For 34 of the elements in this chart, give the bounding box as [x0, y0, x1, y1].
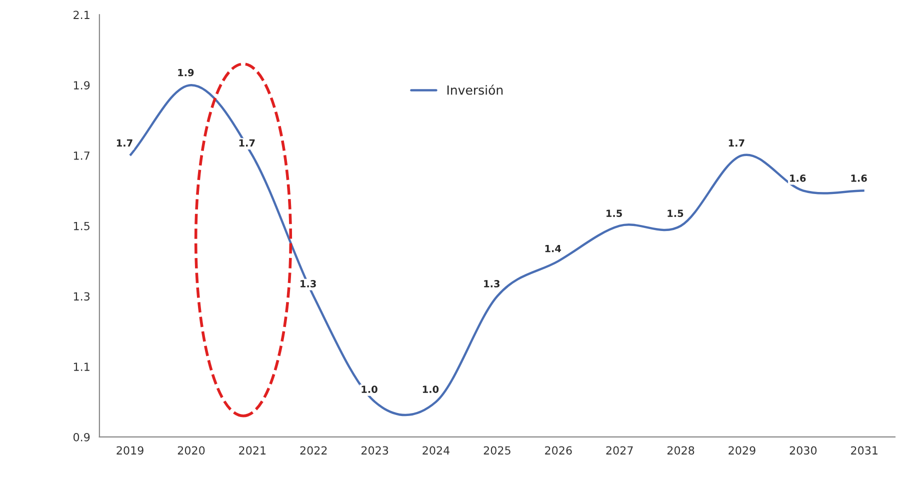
x-tick-label: 2020 [178, 446, 205, 455]
legend-label: Inversión [447, 84, 503, 95]
x-tick-label: 2028 [667, 446, 694, 455]
data-label: 1.3 [300, 280, 316, 288]
data-label: 1.9 [178, 68, 194, 76]
y-tick-label: 1.9 [74, 81, 90, 90]
data-label: 1.6 [851, 174, 867, 182]
y-tick-label: 1.7 [74, 152, 90, 160]
data-label: 1.7 [116, 139, 132, 147]
x-tick-label: 2021 [239, 446, 266, 455]
x-tick-label: 2026 [545, 446, 572, 455]
y-tick-label: 0.9 [73, 432, 90, 442]
x-tick-label: 2025 [484, 446, 510, 455]
x-tick-label: 2024 [422, 446, 450, 455]
data-label: 1.7 [239, 139, 255, 147]
data-label: 1.4 [545, 244, 562, 252]
data-label: 1.0 [362, 386, 378, 393]
x-tick-label: 2029 [728, 446, 756, 455]
data-label: 1.5 [668, 210, 684, 218]
x-tick-label: 2027 [606, 446, 633, 455]
y-tick-label: 1.5 [74, 222, 90, 230]
data-label: 1.7 [728, 139, 744, 147]
x-tick-label: 2023 [361, 446, 388, 455]
x-tick-label: 2030 [790, 446, 817, 455]
y-tick-label: 1.1 [74, 362, 90, 371]
data-label: 1.3 [484, 280, 500, 288]
x-tick-label: 2019 [116, 446, 144, 455]
data-label: 1.5 [606, 210, 622, 218]
y-tick-label: 1.3 [74, 292, 90, 301]
data-label: 1.0 [422, 386, 439, 393]
data-label: 1.6 [790, 174, 806, 182]
x-tick-label: 2022 [300, 446, 327, 455]
x-tick-label: 2031 [851, 446, 878, 455]
y-tick-label: 2.1 [74, 10, 90, 19]
